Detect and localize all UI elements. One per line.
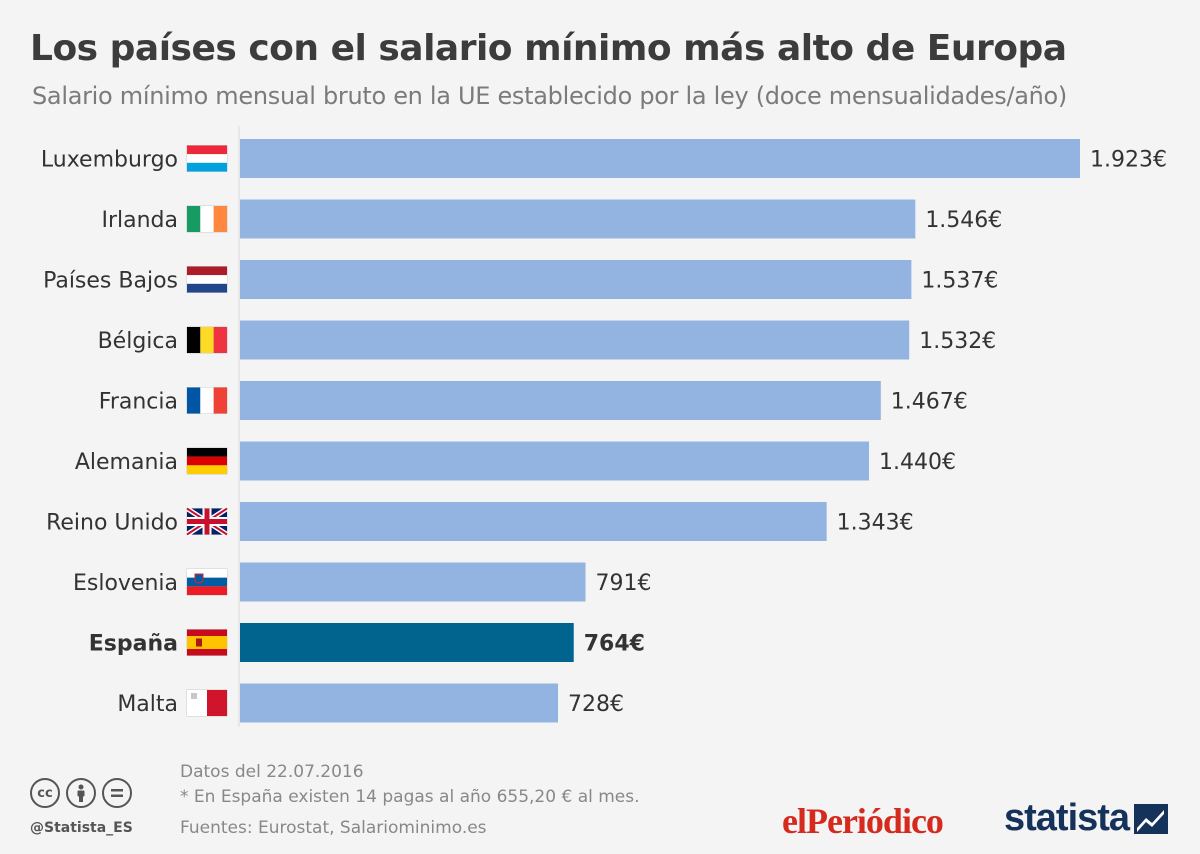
category-label: Irlanda	[101, 208, 178, 233]
category-label: Luxemburgo	[41, 148, 178, 173]
belgium-flag-icon	[186, 326, 228, 354]
elperiodico-logo: elPeriódico	[782, 801, 944, 841]
value-label: 1.343€	[837, 511, 914, 536]
category-label: Eslovenia	[73, 571, 178, 596]
netherlands-flag-icon	[186, 266, 228, 293]
category-label: Francia	[99, 390, 178, 415]
bar	[240, 320, 910, 360]
france-flag-icon	[186, 387, 228, 414]
value-label: 1.537€	[921, 269, 998, 294]
bar	[240, 683, 559, 723]
luxembourg-flag-icon	[186, 145, 228, 172]
footer-note: * En España existen 14 pagas al año 655,…	[180, 787, 640, 807]
slovenia-flag-icon	[186, 568, 228, 596]
bar	[240, 260, 912, 299]
license-icons: cc	[30, 778, 132, 808]
bar	[240, 623, 574, 662]
bar	[240, 502, 827, 541]
value-label: 1.532€	[919, 329, 996, 354]
cc-icon: cc	[30, 778, 60, 808]
value-label: 728€	[568, 692, 624, 717]
value-label: 1.440€	[879, 450, 956, 475]
bar	[240, 199, 916, 239]
bar	[240, 381, 881, 420]
bar-chart: Luxemburgo 1.923€ Irlanda 1.546€ Países Bajo…	[41, 126, 1167, 727]
category-label: Reino Unido	[46, 511, 178, 536]
bar	[240, 562, 586, 602]
page-subtitle: Salario mínimo mensual bruto en la UE es…	[32, 82, 1067, 110]
value-label: 1.546€	[925, 208, 1002, 233]
value-label: 764€	[584, 632, 645, 657]
malta-flag-icon	[186, 689, 228, 717]
spain-flag-icon	[186, 629, 228, 656]
value-label: 1.923€	[1090, 148, 1167, 173]
value-label: 791€	[596, 571, 652, 596]
category-label: Bélgica	[98, 329, 178, 354]
footer-date: Datos del 22.07.2016	[180, 762, 364, 782]
statista-handle: @Statista_ES	[30, 820, 133, 836]
by-icon	[66, 778, 96, 808]
category-label: Malta	[117, 692, 178, 717]
nd-icon	[102, 778, 132, 808]
page-title: Los países con el salario mínimo más alt…	[30, 28, 1067, 69]
ireland-flag-icon	[186, 205, 228, 233]
value-label: 1.467€	[891, 390, 968, 415]
category-label: Alemania	[75, 450, 178, 475]
united-kingdom-flag-icon	[185, 506, 229, 537]
footer-sources: Fuentes: Eurostat, Salariominimo.es	[180, 818, 487, 838]
category-label: España	[89, 632, 178, 657]
statista-logo: statista	[1004, 797, 1130, 839]
category-label: Países Bajos	[43, 269, 178, 294]
germany-flag-icon	[186, 447, 228, 475]
statista-mark-icon	[1134, 804, 1168, 834]
bar	[240, 139, 1080, 178]
bar	[240, 441, 870, 481]
